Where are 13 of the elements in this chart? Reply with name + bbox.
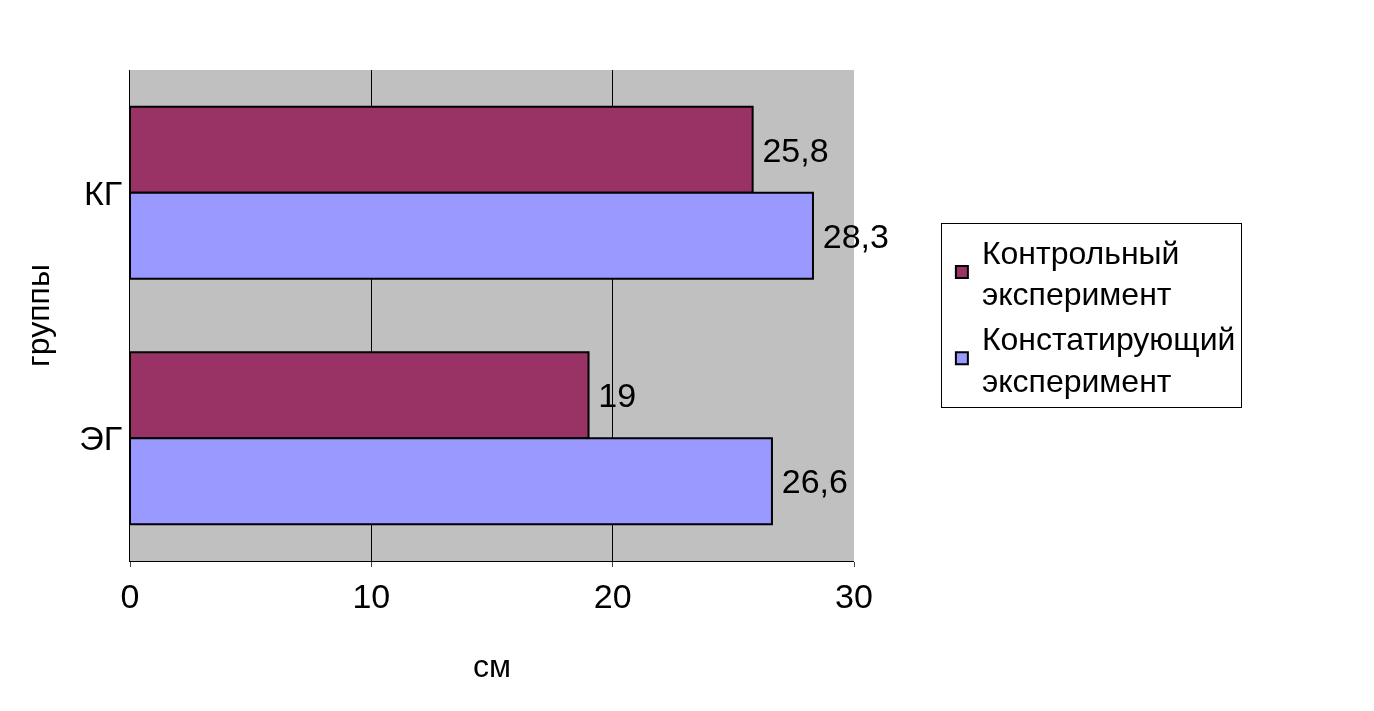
data-label: 28,3 — [815, 216, 889, 255]
x-tick-label: 30 — [835, 576, 873, 615]
x-tick-label: 20 — [593, 576, 632, 615]
data-label: 26,6 — [774, 462, 848, 501]
y-tick-label: ЭГ — [79, 419, 123, 458]
legend-label: Констатирующий эксперимент — [981, 320, 1236, 399]
x-tick-label: 0 — [120, 576, 140, 615]
x-tick-label: 10 — [352, 576, 391, 615]
x-axis-title: см — [473, 647, 511, 684]
data-label: 25,8 — [755, 130, 829, 169]
y-axis-title: группы — [19, 264, 56, 367]
y-tick-label: КГ — [83, 173, 123, 212]
legend-label: Контрольный эксперимент — [981, 234, 1180, 313]
